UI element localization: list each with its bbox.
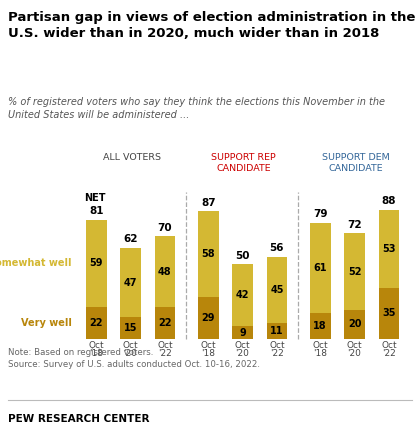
- Text: Note: Based on registered voters.
Source: Survey of U.S. adults conducted Oct. 1: Note: Based on registered voters. Source…: [8, 348, 260, 368]
- Bar: [198, 211, 218, 296]
- Bar: [86, 220, 107, 307]
- Bar: [344, 233, 365, 310]
- Text: 48: 48: [158, 267, 172, 276]
- Text: SUPPORT REP
CANDIDATE: SUPPORT REP CANDIDATE: [211, 153, 276, 173]
- Bar: [155, 307, 175, 339]
- Text: Somewhat well: Somewhat well: [0, 258, 71, 268]
- Bar: [378, 288, 399, 339]
- Text: 47: 47: [124, 278, 137, 288]
- Bar: [232, 326, 253, 339]
- Text: PEW RESEARCH CENTER: PEW RESEARCH CENTER: [8, 414, 150, 424]
- Text: 22: 22: [158, 318, 172, 328]
- Text: 79: 79: [313, 210, 328, 219]
- Text: 52: 52: [348, 267, 361, 276]
- Text: 58: 58: [202, 249, 215, 259]
- Bar: [120, 317, 141, 339]
- Text: 50: 50: [235, 251, 250, 260]
- Text: SUPPORT DEM
CANDIDATE: SUPPORT DEM CANDIDATE: [322, 153, 389, 173]
- Text: 42: 42: [236, 290, 249, 300]
- Text: ALL VOTERS: ALL VOTERS: [102, 153, 160, 162]
- Text: 81: 81: [89, 206, 103, 216]
- Text: % of registered voters who say they think the elections this November in the
Uni: % of registered voters who say they thin…: [8, 97, 386, 120]
- Text: 53: 53: [382, 244, 396, 254]
- Bar: [267, 257, 287, 323]
- Text: 35: 35: [382, 308, 396, 318]
- Text: 72: 72: [347, 220, 362, 230]
- Bar: [344, 310, 365, 339]
- Bar: [120, 248, 141, 317]
- Text: 70: 70: [158, 222, 172, 232]
- Text: 15: 15: [124, 323, 137, 333]
- Text: 88: 88: [382, 196, 396, 206]
- Text: 20: 20: [348, 319, 361, 330]
- Bar: [378, 210, 399, 288]
- Text: 87: 87: [201, 198, 215, 208]
- Text: 29: 29: [202, 313, 215, 323]
- Text: 11: 11: [270, 326, 284, 336]
- Text: 45: 45: [270, 285, 284, 295]
- Text: 62: 62: [123, 235, 138, 245]
- Text: Partisan gap in views of election administration in the
U.S. wider than in 2020,: Partisan gap in views of election admini…: [8, 11, 416, 40]
- Text: 18: 18: [313, 321, 327, 331]
- Bar: [267, 323, 287, 339]
- Bar: [198, 296, 218, 339]
- Text: 9: 9: [239, 327, 246, 337]
- Text: 61: 61: [313, 263, 327, 273]
- Text: 22: 22: [89, 318, 103, 328]
- Text: 59: 59: [89, 258, 103, 268]
- Text: 56: 56: [270, 243, 284, 253]
- Bar: [155, 236, 175, 307]
- Text: NET: NET: [84, 193, 105, 203]
- Bar: [310, 223, 331, 313]
- Bar: [86, 307, 107, 339]
- Bar: [232, 264, 253, 326]
- Text: Very well: Very well: [21, 318, 71, 328]
- Bar: [310, 313, 331, 339]
